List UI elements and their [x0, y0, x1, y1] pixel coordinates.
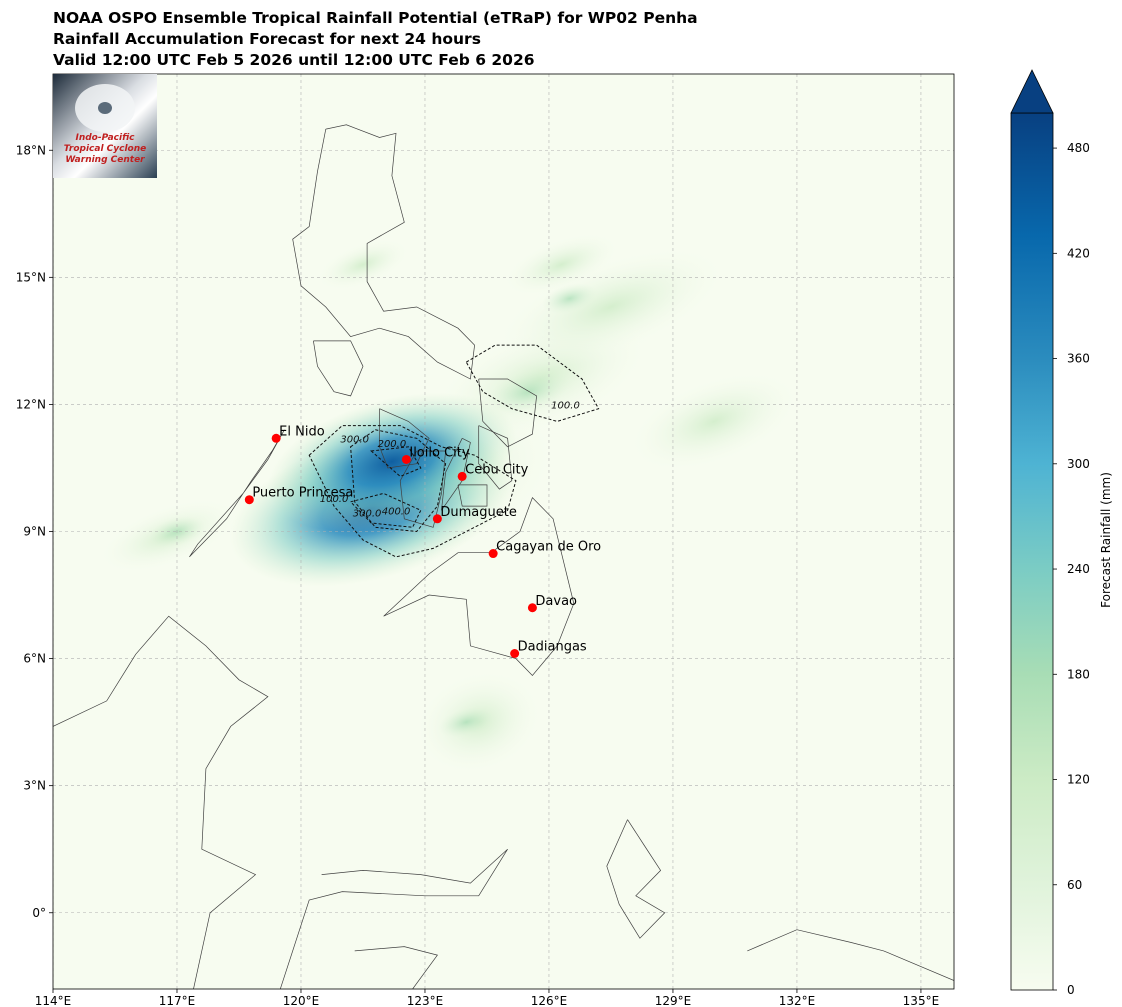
contour-line [350, 429, 447, 533]
y-axis: 0° 3°N 6°N 9°N 12°N 15°N 18°N [16, 143, 53, 920]
figure-title-line-1: NOAA OSPO Ensemble Tropical Rainfall Pot… [53, 9, 698, 27]
city-marker [527, 603, 537, 613]
city-markers: El Nido Puerto Princesa Iloilo City Cebu Ci… [244, 424, 601, 658]
coastlines [53, 124, 954, 989]
colorbar-tick-label: 300 [1067, 457, 1090, 471]
coastline-segment [399, 450, 446, 528]
city-label: Cebu City [465, 462, 528, 477]
city-marker [271, 433, 281, 443]
y-tick-label: 3°N [23, 779, 46, 793]
colorbar-tick-label: 360 [1067, 352, 1090, 366]
y-tick-label: 0° [32, 906, 46, 920]
city-label: Dumaguete [440, 505, 516, 520]
y-tick-label: 15°N [16, 270, 46, 284]
contour-line [349, 492, 422, 528]
rainfall-contours [308, 344, 600, 558]
colorbar: 0 60 120 180 240 300 360 420 480 Forecast Rainfa… [1010, 69, 1113, 997]
city-marker [488, 549, 498, 559]
city-label: El Nido [279, 424, 325, 439]
x-axis: 114°E 117°E 120°E 123°E 126°E 129°E 132°E 135°E [35, 989, 939, 1007]
coastline-segment [457, 484, 488, 507]
coastline-segment [606, 819, 666, 939]
coastline-segment [354, 946, 438, 989]
city-label: Davao [535, 594, 577, 609]
x-tick-label: 120°E [283, 994, 320, 1007]
x-tick-label: 132°E [779, 994, 816, 1007]
coastline-segment [189, 429, 285, 558]
coastline-segment [292, 124, 475, 380]
colorbar-ticks: 0 60 120 180 240 300 360 420 480 [1053, 141, 1090, 997]
y-tick-label: 6°N [23, 652, 46, 666]
city-marker [401, 454, 411, 464]
city-label: Dadiangas [518, 640, 587, 655]
contour-label: 200.0 [378, 439, 407, 450]
city-label: Cagayan de Oro [496, 540, 601, 555]
rain-core [487, 369, 569, 415]
coastline-segment [53, 615, 269, 989]
colorbar-tick-label: 180 [1067, 667, 1090, 681]
logo-text-1: Indo-Pacific [75, 133, 135, 143]
x-tick-label: 126°E [531, 994, 568, 1007]
y-tick-label: 12°N [16, 397, 46, 411]
rain-core [541, 283, 598, 314]
city-label: Iloilo City [409, 445, 469, 460]
graticule [53, 74, 954, 989]
contour-label: 300.0 [340, 435, 369, 446]
figure-title-line-2: Rainfall Accumulation Forecast for next … [53, 30, 481, 48]
coastline-segment [279, 848, 508, 989]
contour-line [308, 425, 517, 558]
logo-text-2: Tropical Cyclone [64, 144, 147, 154]
city-label: Puerto Princesa [252, 486, 353, 501]
coastline-segment [747, 929, 954, 981]
x-tick-label: 129°E [655, 994, 692, 1007]
rain-halo [627, 370, 801, 472]
x-tick-label: 135°E [903, 994, 940, 1007]
contour-label: 100.0 [551, 401, 580, 412]
coastline-segment [441, 437, 471, 511]
coastline-segment [478, 378, 537, 448]
logo-text-3: Warning Center [65, 155, 145, 165]
x-tick-label: 117°E [159, 994, 196, 1007]
colorbar-tick-label: 60 [1067, 878, 1082, 892]
colorbar-extend-arrow [1010, 69, 1054, 114]
y-tick-label: 18°N [16, 143, 46, 157]
rain-halo [502, 232, 621, 297]
colorbar-tick-label: 120 [1067, 773, 1090, 787]
colorbar-tick-label: 480 [1067, 141, 1090, 155]
coastline-segment [379, 408, 430, 469]
y-tick-label: 9°N [23, 525, 46, 539]
rainfall-field [98, 232, 801, 775]
figure-title-line-3: Valid 12:00 UTC Feb 5 2026 until 12:00 U… [53, 51, 535, 69]
colorbar-gradient [1010, 112, 1054, 991]
coastline-segment [383, 496, 575, 677]
city-marker [457, 471, 467, 481]
coastline-segment [313, 340, 364, 397]
city-marker [432, 514, 442, 524]
jtwc-logo: Indo-Pacific Tropical Cyclone Warning Ce… [53, 74, 157, 178]
colorbar-tick-label: 420 [1067, 246, 1090, 260]
contour-label: 100.0 [320, 494, 349, 505]
contour-line [370, 446, 422, 477]
contour-line [465, 344, 600, 422]
city-marker [244, 495, 254, 505]
rain-halo [493, 246, 729, 368]
colorbar-tick-label: 0 [1067, 983, 1075, 997]
x-tick-label: 114°E [35, 994, 72, 1007]
contour-label: 400.0 [382, 507, 411, 518]
colorbar-tick-label: 240 [1067, 562, 1090, 576]
contour-label: 300.0 [353, 509, 382, 520]
rain-core [267, 392, 517, 531]
rain-halo [315, 238, 411, 291]
x-tick-label: 123°E [407, 994, 444, 1007]
rain-core [438, 706, 495, 738]
city-marker [510, 649, 520, 658]
colorbar-label: Forecast Rainfall (mm) [1099, 472, 1113, 608]
